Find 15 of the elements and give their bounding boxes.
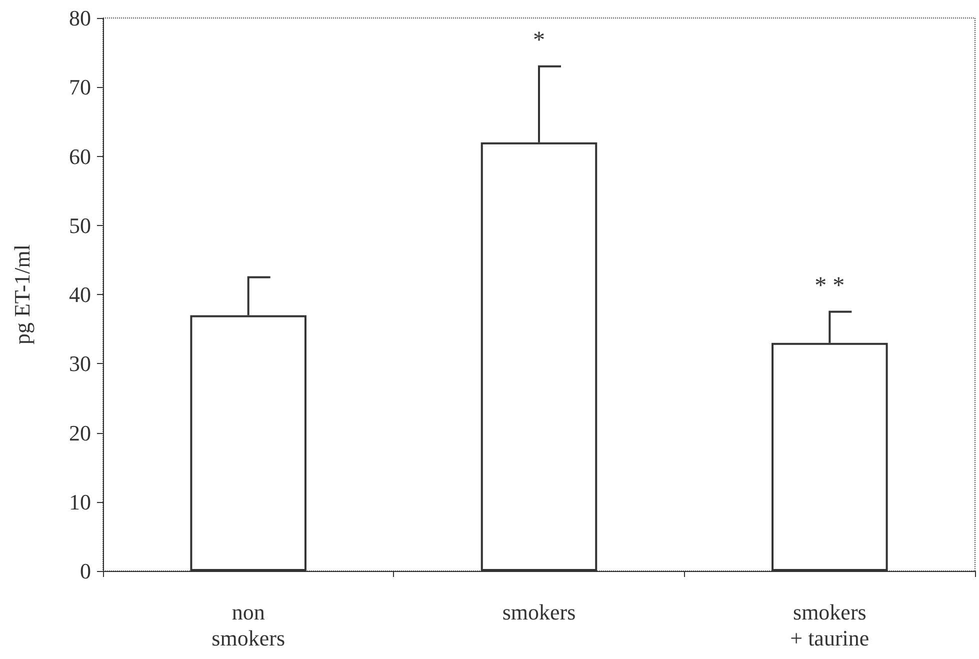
y-tick-label: 70 bbox=[69, 74, 91, 100]
y-axis-title: pg ET-1/ml bbox=[10, 244, 34, 345]
annotation: * * bbox=[814, 272, 845, 299]
y-tick-label: 20 bbox=[69, 420, 91, 446]
y-tick-label: 10 bbox=[69, 489, 91, 514]
y-tick-label: 30 bbox=[69, 351, 91, 376]
y-tick-label: 60 bbox=[69, 144, 91, 169]
annotation: * bbox=[533, 27, 545, 54]
y-tick-label: 80 bbox=[69, 6, 91, 30]
x-tick-label: non smokers bbox=[212, 600, 285, 650]
y-tick-label: 50 bbox=[69, 212, 91, 238]
y-tick-label: 0 bbox=[80, 558, 91, 584]
x-tick-label: smokers bbox=[502, 600, 576, 624]
y-tick-label: 40 bbox=[69, 282, 91, 307]
x-tick-label: smokers + taurine bbox=[790, 600, 870, 650]
